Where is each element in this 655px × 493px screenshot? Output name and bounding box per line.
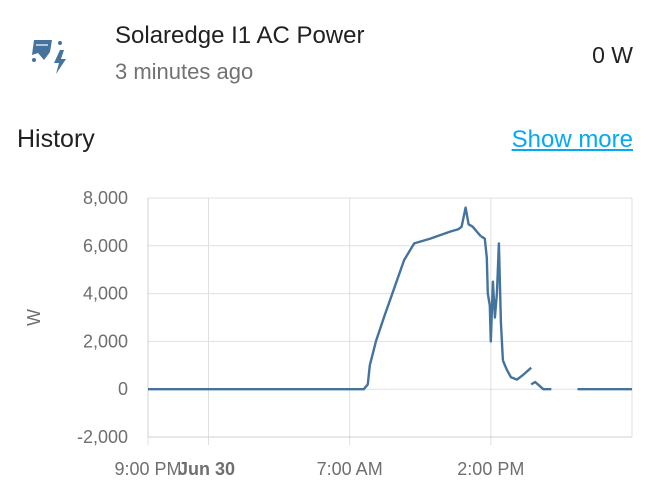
y-tick-label: 4,000 — [83, 284, 128, 304]
x-tick-label: 2:00 PM — [457, 459, 524, 479]
entity-row[interactable]: Solaredge I1 AC Power 3 minutes ago 0 W — [0, 0, 655, 100]
series-line — [530, 380, 552, 391]
entity-name: Solaredge I1 AC Power — [115, 22, 365, 49]
y-tick-label: 8,000 — [83, 188, 128, 208]
entity-state: 0 W — [592, 42, 633, 68]
y-axis-label: W — [24, 309, 44, 326]
history-title: History — [17, 125, 95, 153]
history-chart[interactable]: 8,000 6,000 4,000 2,000 0 -2,000 9:00 PM Jun 30… — [0, 180, 655, 488]
y-tick-label: 6,000 — [83, 236, 128, 256]
x-tick-label: Jun 30 — [178, 459, 235, 479]
y-tick-label: 2,000 — [83, 331, 128, 351]
y-tick-label: -2,000 — [77, 427, 128, 447]
series-line — [501, 360, 532, 381]
entity-last-changed: 3 minutes ago — [115, 59, 254, 84]
x-tick-label: 9:00 PM — [114, 459, 181, 479]
series-line — [148, 206, 482, 391]
x-tick-label: 7:00 AM — [317, 459, 383, 479]
solar-power-icon — [32, 40, 66, 74]
y-tick-label: 0 — [118, 379, 128, 399]
show-more-link[interactable]: Show more — [511, 126, 633, 153]
series-line — [480, 235, 505, 361]
